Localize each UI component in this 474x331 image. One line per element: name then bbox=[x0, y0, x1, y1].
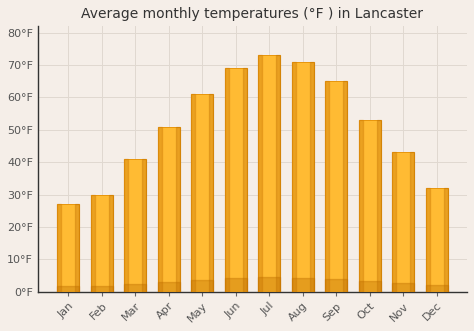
Bar bbox=[359, 120, 381, 292]
Bar bbox=[225, 68, 229, 292]
Bar bbox=[377, 120, 381, 292]
Bar bbox=[158, 282, 180, 292]
Bar bbox=[359, 281, 381, 292]
Bar bbox=[292, 278, 314, 292]
Bar bbox=[310, 62, 314, 292]
Bar bbox=[191, 94, 213, 292]
Bar bbox=[191, 280, 213, 292]
Bar bbox=[292, 62, 314, 292]
Bar bbox=[392, 283, 414, 292]
Bar bbox=[57, 204, 61, 292]
Bar bbox=[124, 159, 128, 292]
Bar bbox=[292, 62, 296, 292]
Bar bbox=[191, 94, 195, 292]
Bar bbox=[392, 153, 396, 292]
Bar bbox=[444, 188, 447, 292]
Bar bbox=[392, 153, 414, 292]
Bar bbox=[343, 81, 347, 292]
Bar bbox=[109, 195, 113, 292]
Bar bbox=[158, 126, 180, 292]
Bar bbox=[276, 55, 280, 292]
Bar bbox=[325, 81, 347, 292]
Bar bbox=[225, 278, 246, 292]
Bar bbox=[258, 55, 262, 292]
Bar bbox=[158, 126, 162, 292]
Bar bbox=[243, 68, 246, 292]
Bar bbox=[225, 68, 246, 292]
Bar bbox=[176, 126, 180, 292]
Bar bbox=[124, 284, 146, 292]
Bar bbox=[124, 159, 146, 292]
Bar bbox=[325, 279, 347, 292]
Bar bbox=[426, 285, 447, 292]
Title: Average monthly temperatures (°F ) in Lancaster: Average monthly temperatures (°F ) in La… bbox=[82, 7, 423, 21]
Bar bbox=[75, 204, 79, 292]
Bar bbox=[91, 195, 113, 292]
Bar bbox=[359, 120, 363, 292]
Bar bbox=[57, 204, 79, 292]
Bar bbox=[209, 94, 213, 292]
Bar bbox=[91, 195, 95, 292]
Bar bbox=[91, 286, 113, 292]
Bar bbox=[142, 159, 146, 292]
Bar bbox=[410, 153, 414, 292]
Bar bbox=[426, 188, 430, 292]
Bar bbox=[258, 55, 280, 292]
Bar bbox=[426, 188, 447, 292]
Bar bbox=[325, 81, 329, 292]
Bar bbox=[258, 277, 280, 292]
Bar bbox=[57, 286, 79, 292]
